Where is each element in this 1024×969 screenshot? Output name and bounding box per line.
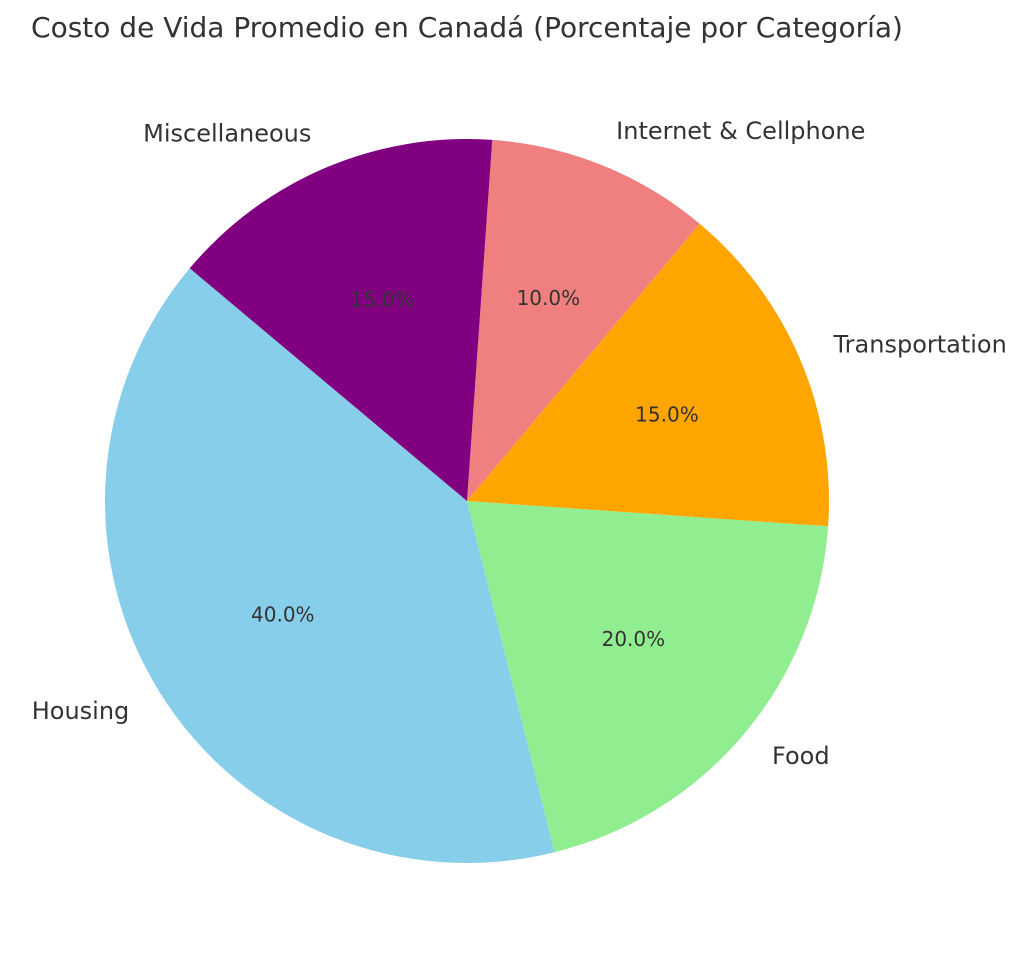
slice-label-food: Food: [772, 742, 830, 770]
slice-percent-miscellaneous: 15.0%: [350, 288, 414, 312]
slice-percent-transportation: 15.0%: [635, 403, 699, 427]
slice-percent-internet-cellphone: 10.0%: [517, 286, 581, 310]
slice-label-transportation: Transportation: [833, 330, 1007, 358]
slice-label-housing: Housing: [32, 697, 130, 725]
slice-housing: [104, 268, 555, 864]
slices-layer: [104, 139, 829, 864]
slice-label-miscellaneous: Miscellaneous: [143, 119, 311, 147]
slice-percent-housing: 40.0%: [251, 603, 315, 627]
slice-food: [467, 501, 829, 853]
slice-label-internet-cellphone: Internet & Cellphone: [616, 117, 865, 145]
slice-miscellaneous: [189, 139, 493, 501]
slice-percent-food: 20.0%: [602, 627, 666, 651]
labels-layer: Housing 40.0% Food 20.0% Transportation 15.0%…: [32, 117, 1007, 770]
slice-internet-cellphone: [467, 139, 700, 501]
slice-transportation: [467, 223, 829, 527]
chart-title: Costo de Vida Promedio en Canadá (Porcen…: [31, 11, 903, 44]
